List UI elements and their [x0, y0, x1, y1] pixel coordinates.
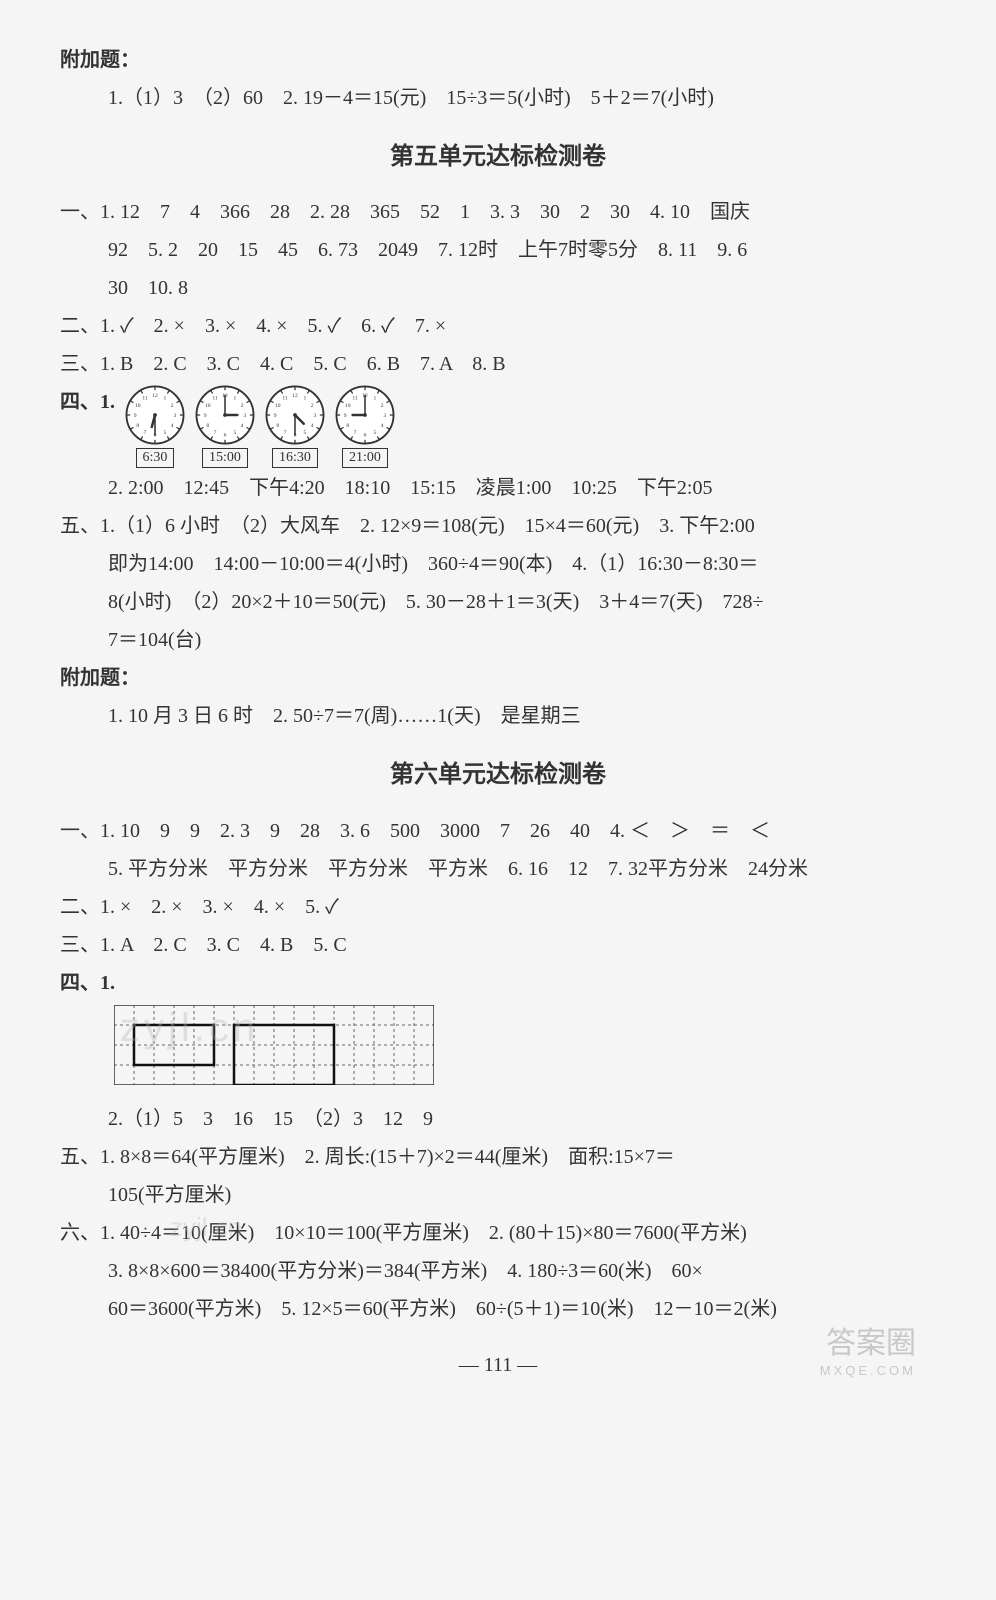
svg-text:4: 4	[171, 423, 174, 429]
clock-icon: 121234567891011	[264, 384, 326, 446]
svg-text:12: 12	[152, 393, 158, 399]
extra-line-1: 1.（1）3 （2）60 2. 19－4＝15(元) 15÷3＝5(小时) 5＋…	[60, 80, 936, 116]
u5-q1-b: 92 5. 2 20 15 45 6. 73 2049 7. 12时 上午7时零…	[60, 232, 936, 268]
svg-text:9: 9	[274, 413, 277, 419]
clock-item: 12123456789101121:00	[334, 384, 396, 468]
svg-text:12: 12	[292, 393, 298, 399]
svg-text:5: 5	[234, 430, 237, 436]
svg-text:9: 9	[344, 413, 347, 419]
u5-q4-label: 四、1.	[60, 391, 115, 413]
svg-text:9: 9	[134, 413, 137, 419]
svg-text:2: 2	[311, 403, 314, 409]
svg-text:10: 10	[135, 403, 141, 409]
clock-label: 15:00	[202, 448, 248, 468]
svg-text:2: 2	[381, 403, 384, 409]
u6-q4-row: 四、1.	[60, 965, 936, 1001]
svg-text:5: 5	[164, 430, 167, 436]
page-number: — 111 —	[60, 1347, 936, 1383]
svg-text:1: 1	[304, 396, 307, 402]
svg-text:2: 2	[241, 403, 244, 409]
svg-text:1: 1	[234, 396, 237, 402]
svg-text:9: 9	[204, 413, 207, 419]
clock-icon: 121234567891011	[124, 384, 186, 446]
u5-q1-c: 30 10. 8	[60, 270, 936, 306]
u6-q5-b: 105(平方厘米)	[60, 1177, 936, 1213]
svg-text:5: 5	[374, 430, 377, 436]
svg-text:4: 4	[381, 423, 384, 429]
svg-text:8: 8	[136, 423, 139, 429]
clock-item: 12123456789101116:30	[264, 384, 326, 468]
u6-q6-c: 60＝3600(平方米) 5. 12×5＝60(平方米) 60÷(5＋1)＝10…	[60, 1291, 936, 1327]
svg-text:1: 1	[164, 396, 167, 402]
unit5-title: 第五单元达标检测卷	[60, 136, 936, 179]
clock-item: 12123456789101115:00	[194, 384, 256, 468]
u5-q4-2: 2. 2:00 12:45 下午4:20 18:10 15:15 凌晨1:00 …	[60, 470, 936, 506]
clock-label: 16:30	[272, 448, 318, 468]
svg-text:3: 3	[173, 413, 176, 419]
u5-q5-d: 7＝104(台)	[60, 622, 936, 658]
svg-text:4: 4	[311, 423, 314, 429]
u6-q5-a: 五、1. 8×8＝64(平方厘米) 2. 周长:(15＋7)×2＝44(厘米) …	[60, 1139, 936, 1175]
u5-q5-c: 8(小时) （2）20×2＋10＝50(元) 5. 30－28＋1＝3(天) 3…	[60, 584, 936, 620]
svg-text:6: 6	[364, 433, 367, 439]
u5-q5-a: 五、1.（1）6 小时 （2）大风车 2. 12×9＝108(元) 15×4＝6…	[60, 508, 936, 544]
svg-text:10: 10	[345, 403, 351, 409]
svg-text:7: 7	[354, 430, 357, 436]
svg-text:2: 2	[171, 403, 174, 409]
svg-text:7: 7	[214, 430, 217, 436]
svg-text:3: 3	[383, 413, 386, 419]
svg-text:11: 11	[212, 396, 218, 402]
svg-text:7: 7	[144, 430, 147, 436]
svg-text:8: 8	[346, 423, 349, 429]
svg-text:3: 3	[313, 413, 316, 419]
svg-text:8: 8	[276, 423, 279, 429]
u5-q5-b: 即为14:00 14:00－10:00＝4(小时) 360÷4＝90(本) 4.…	[60, 546, 936, 582]
svg-text:8: 8	[206, 423, 209, 429]
u6-q4-2: 2.（1）5 3 16 15 （2）3 12 9	[60, 1101, 936, 1137]
svg-text:4: 4	[241, 423, 244, 429]
u6-q6-a: 六、1. 40÷4＝10(厘米) 10×10＝100(平方厘米) 2. (80＋…	[60, 1215, 936, 1251]
clock-icon: 121234567891011	[334, 384, 396, 446]
u6-q1-b: 5. 平方分米 平方分米 平方分米 平方米 6. 16 12 7. 32平方分米…	[60, 851, 936, 887]
grid-diagram	[114, 1005, 434, 1085]
clocks-container: 1212345678910116:3012123456789101115:001…	[124, 384, 396, 468]
u5-extra: 1. 10 月 3 日 6 时 2. 50÷7＝7(周)……1(天) 是星期三	[60, 698, 936, 734]
clock-icon: 121234567891011	[194, 384, 256, 446]
u6-q3: 三、1. A 2. C 3. C 4. B 5. C	[60, 927, 936, 963]
u6-q2: 二、1. × 2. × 3. × 4. × 5. ✓	[60, 889, 936, 925]
svg-text:11: 11	[352, 396, 358, 402]
svg-text:1: 1	[374, 396, 377, 402]
svg-text:5: 5	[304, 430, 307, 436]
unit6-title: 第六单元达标检测卷	[60, 754, 936, 797]
svg-text:11: 11	[142, 396, 148, 402]
u5-q3: 三、1. B 2. C 3. C 4. C 5. C 6. B 7. A 8. …	[60, 346, 936, 382]
svg-text:10: 10	[205, 403, 211, 409]
u5-q1-a: 一、1. 12 7 4 366 28 2. 28 365 52 1 3. 3 3…	[60, 194, 936, 230]
clock-label: 21:00	[342, 448, 388, 468]
u5-q4-row: 四、1. 1212345678910116:301212345678910111…	[60, 384, 936, 468]
svg-text:10: 10	[275, 403, 281, 409]
u6-q6-b: 3. 8×8×600＝38400(平方分米)＝384(平方米) 4. 180÷3…	[60, 1253, 936, 1289]
svg-text:11: 11	[282, 396, 288, 402]
clock-item: 1212345678910116:30	[124, 384, 186, 468]
extra-header: 附加题：	[60, 42, 936, 78]
svg-text:3: 3	[243, 413, 246, 419]
clock-label: 6:30	[136, 448, 175, 468]
u5-q2: 二、1. ✓ 2. × 3. × 4. × 5. ✓ 6. ✓ 7. ×	[60, 308, 936, 344]
svg-text:6: 6	[224, 433, 227, 439]
u5-extra-header: 附加题：	[60, 660, 936, 696]
svg-text:7: 7	[284, 430, 287, 436]
grid-diagram-wrap	[114, 1005, 936, 1097]
u6-q4-label: 四、1.	[60, 972, 115, 994]
u6-q1-a: 一、1. 10 9 9 2. 3 9 28 3. 6 500 3000 7 26…	[60, 813, 936, 849]
